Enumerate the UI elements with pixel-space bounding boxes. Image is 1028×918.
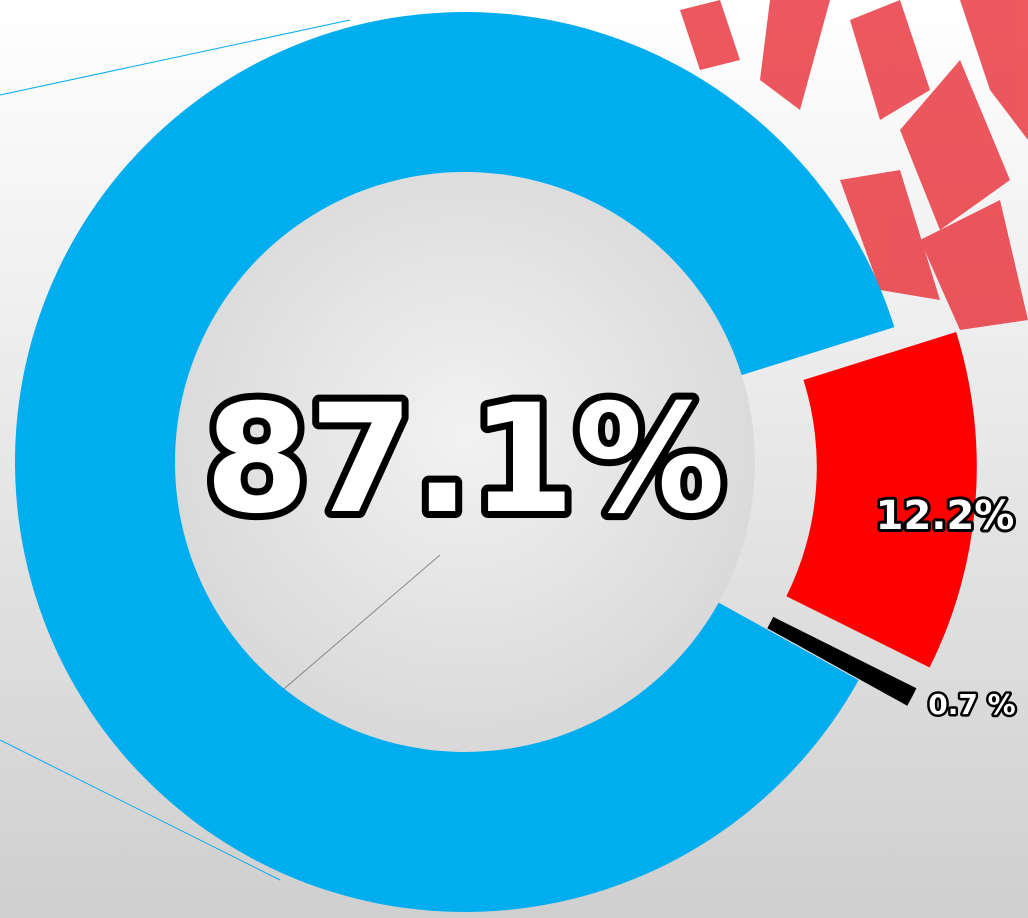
- page: 87.1%12.2%0.7 % (() => { const data = JS…: [0, 0, 1028, 918]
- value-label: 0.7 %: [928, 688, 1015, 721]
- value-label: 12.2%: [876, 493, 1015, 539]
- chart: 87.1% 12.2% 0.7 %: [0, 0, 1028, 918]
- value-label: 87.1%: [205, 373, 725, 547]
